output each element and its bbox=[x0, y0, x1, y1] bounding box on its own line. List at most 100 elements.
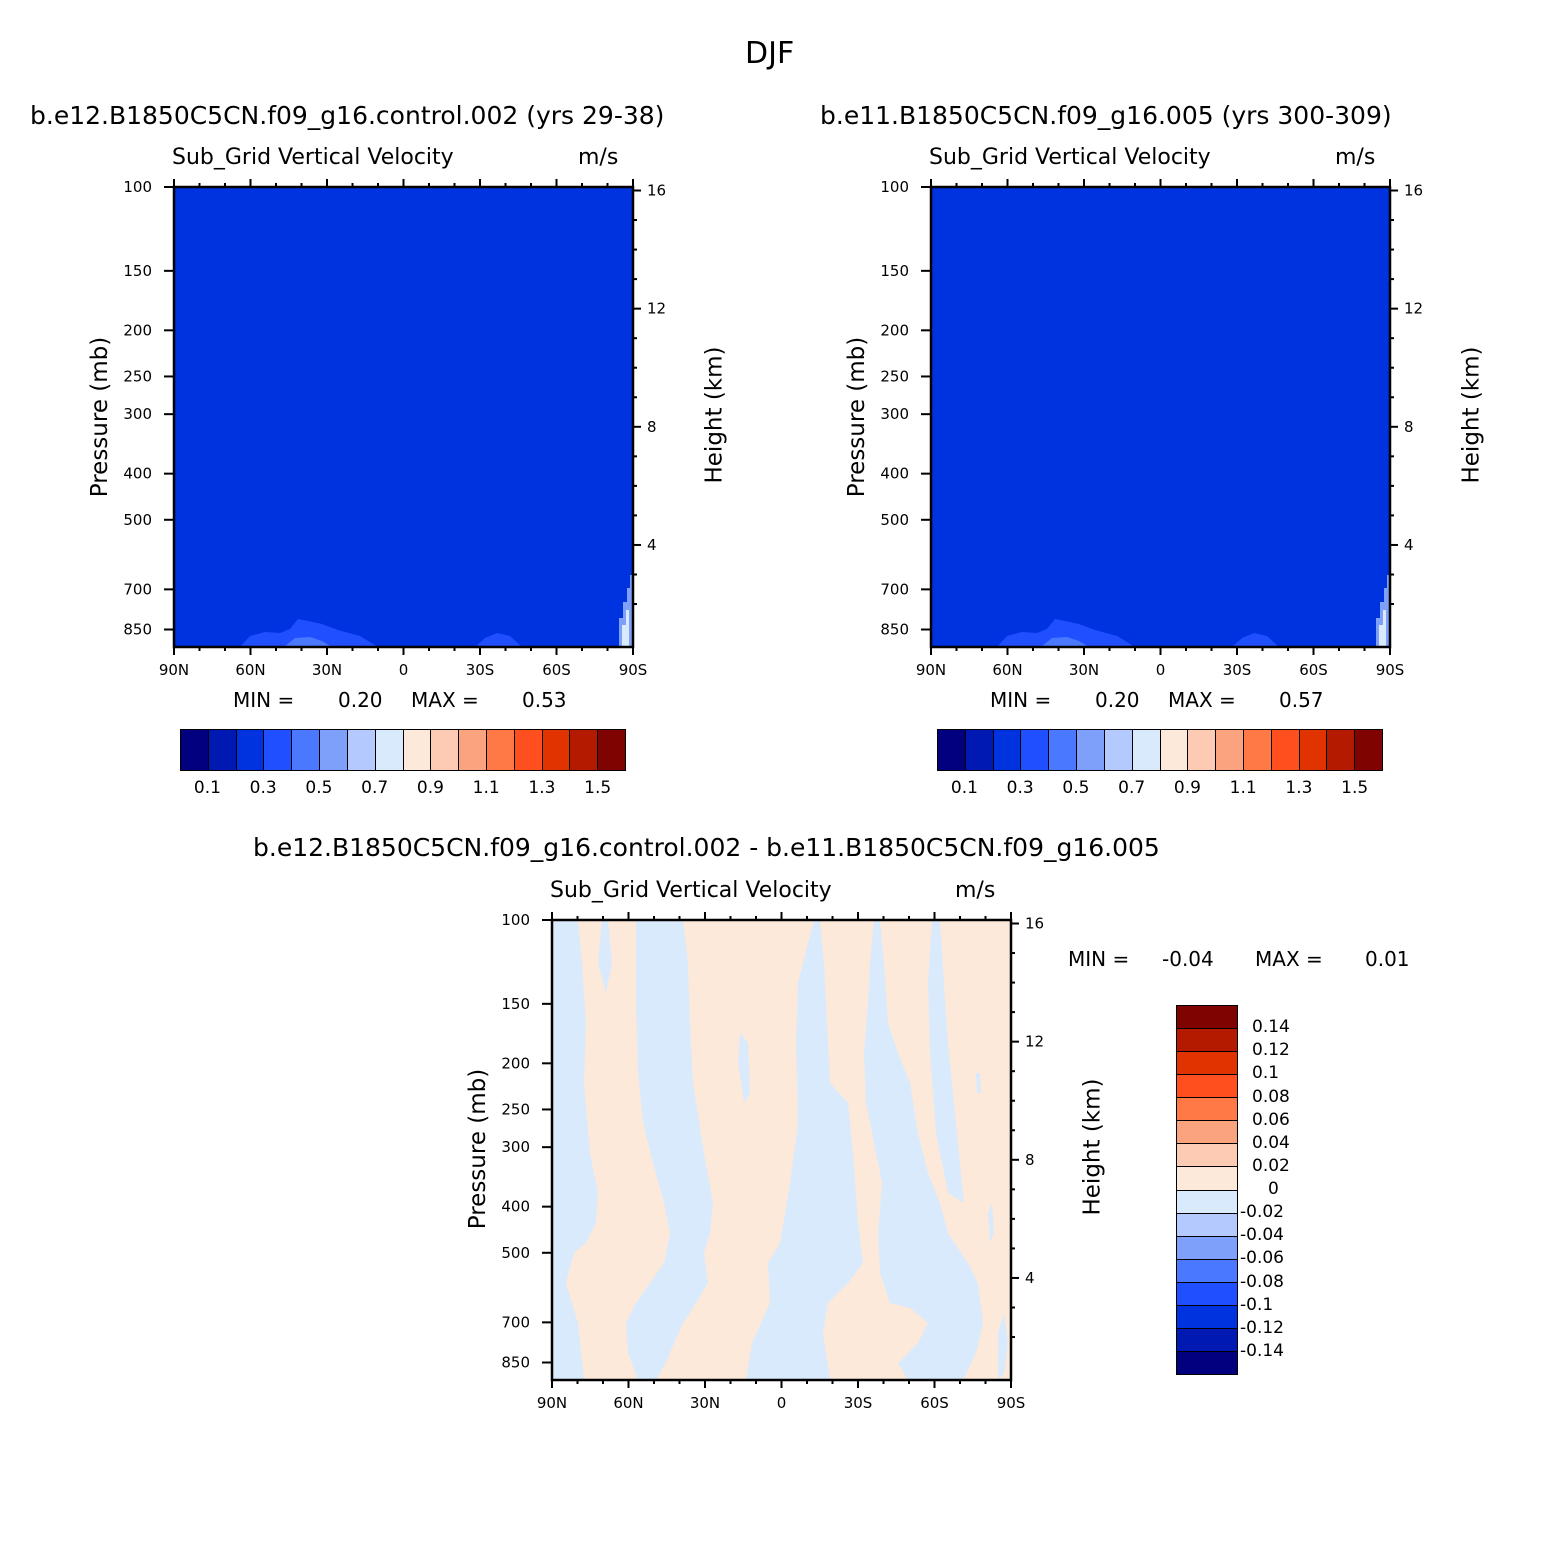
lat-tick-label: 60N bbox=[235, 661, 265, 679]
panel2-ticks bbox=[921, 179, 1398, 655]
panel1-run-title: b.e12.B1850C5CN.f09_g16.control.002 (yrs… bbox=[30, 101, 665, 130]
pressure-tick-label: 200 bbox=[501, 1054, 530, 1072]
colorbar-swatch bbox=[1049, 730, 1078, 770]
panel1-y-label: Pressure (mb) bbox=[87, 336, 114, 498]
height-tick-label: 8 bbox=[647, 418, 657, 436]
panel2-max-label: MAX = bbox=[1168, 688, 1236, 712]
lat-tick-label: 60N bbox=[992, 661, 1022, 679]
panel3-min-label: MIN = bbox=[1068, 947, 1130, 971]
pressure-tick-label: 200 bbox=[880, 321, 909, 339]
panel2-max-value: 0.57 bbox=[1279, 688, 1324, 712]
colorbar-label: 1.3 bbox=[1285, 778, 1313, 798]
colorbar-swatch bbox=[1177, 1120, 1237, 1144]
panel2-run-title: b.e11.B1850C5CN.f09_g16.005 (yrs 300-309… bbox=[820, 101, 1392, 130]
panel1-plot: 90N 60N 30N 0 30S 60S 90S 100 150 200 250 300 400 500… bbox=[123, 178, 666, 679]
height-tick-label: 12 bbox=[1404, 300, 1423, 318]
panel1-max-label: MAX = bbox=[411, 688, 479, 712]
colorbar-label: 0 bbox=[1268, 1179, 1279, 1199]
colorbar-swatch bbox=[459, 730, 487, 770]
colorbar-swatch bbox=[320, 730, 348, 770]
panel3-max-value: 0.01 bbox=[1365, 947, 1410, 971]
pressure-tick-label: 250 bbox=[880, 367, 909, 385]
pressure-tick-label: 100 bbox=[880, 178, 909, 196]
colorbar-swatch bbox=[1355, 730, 1382, 770]
panel2-field-background bbox=[931, 187, 1390, 647]
height-tick-label: 4 bbox=[647, 536, 657, 554]
panel3-negative-region-7 bbox=[928, 920, 964, 1203]
colorbar-label: 0.9 bbox=[1173, 778, 1201, 798]
panel2-units: m/s bbox=[1335, 145, 1376, 170]
lat-tick-label: 90S bbox=[619, 661, 648, 679]
pressure-tick-label: 250 bbox=[501, 1100, 530, 1118]
colorbar-swatch bbox=[1177, 1097, 1237, 1121]
lat-tick-label: 30N bbox=[1069, 661, 1099, 679]
colorbar-swatch bbox=[1177, 1235, 1237, 1259]
colorbar-swatch bbox=[347, 730, 376, 770]
panel1-units: m/s bbox=[578, 145, 619, 170]
panel3-negative-region-2 bbox=[598, 920, 612, 993]
colorbar-swatch bbox=[1177, 1166, 1237, 1190]
panel3-negative-region-3 bbox=[626, 920, 713, 1380]
colorbar-label: 0.5 bbox=[1062, 778, 1090, 798]
colorbar-swatch bbox=[993, 730, 1022, 770]
pressure-tick-label: 100 bbox=[123, 178, 152, 196]
panel2-lowlevel-core-nh bbox=[1041, 637, 1089, 647]
pressure-tick-label: 300 bbox=[123, 405, 152, 423]
panel2-colorbar bbox=[937, 729, 1383, 771]
lat-tick-label: 90N bbox=[159, 661, 189, 679]
panel3-negative-region-10 bbox=[998, 1313, 1008, 1380]
colorbar-swatch bbox=[1160, 730, 1189, 770]
colorbar-swatch bbox=[1299, 730, 1328, 770]
panel2-variable: Sub_Grid Vertical Velocity bbox=[929, 145, 1211, 170]
panel1-lowlevel-maximum-nh bbox=[240, 619, 378, 647]
colorbar-swatch bbox=[965, 730, 994, 770]
panel3-colorbar bbox=[1176, 1005, 1238, 1375]
panel1-min-value: 0.20 bbox=[338, 688, 383, 712]
lat-tick-label: 90N bbox=[916, 661, 946, 679]
pressure-tick-label: 700 bbox=[880, 580, 909, 598]
panel1-lowlevel-maximum-sh bbox=[475, 633, 522, 647]
pressure-tick-label: 150 bbox=[501, 995, 530, 1013]
panel1-lowlevel-core-nh bbox=[284, 637, 332, 647]
panel1-field-background bbox=[174, 187, 633, 647]
colorbar-swatch bbox=[1216, 730, 1244, 770]
panel3-units: m/s bbox=[955, 878, 996, 903]
colorbar-swatch bbox=[1177, 1189, 1237, 1213]
colorbar-label: 0.12 bbox=[1252, 1040, 1290, 1061]
height-tick-label: 4 bbox=[1404, 536, 1414, 554]
colorbar-swatch bbox=[1271, 730, 1300, 770]
height-tick-label: 4 bbox=[1025, 1269, 1035, 1287]
colorbar-label: -0.02 bbox=[1240, 1202, 1284, 1223]
lat-tick-label: 90S bbox=[1376, 661, 1405, 679]
lat-tick-label: 0 bbox=[399, 661, 409, 679]
colorbar-label: 1.3 bbox=[528, 778, 556, 798]
colorbar-swatch bbox=[236, 730, 265, 770]
panel2-min-label: MIN = bbox=[990, 688, 1052, 712]
colorbar-swatch bbox=[570, 730, 599, 770]
colorbar-swatch bbox=[938, 730, 966, 770]
lat-tick-label: 60N bbox=[613, 1394, 643, 1412]
lat-tick-label: 30S bbox=[1223, 661, 1252, 679]
panel2-y-label: Pressure (mb) bbox=[844, 336, 871, 498]
colorbar-label: 0.04 bbox=[1252, 1132, 1290, 1153]
colorbar-swatch bbox=[542, 730, 571, 770]
height-tick-label: 12 bbox=[647, 300, 666, 318]
colorbar-label: 0.9 bbox=[416, 778, 444, 798]
panel1-y2-label: Height (km) bbox=[701, 346, 728, 484]
panel3-negative-region-5 bbox=[746, 920, 863, 1380]
colorbar-label: -0.12 bbox=[1240, 1317, 1284, 1338]
colorbar-swatch bbox=[1177, 1143, 1237, 1167]
lat-tick-label: 90N bbox=[537, 1394, 567, 1412]
colorbar-label: 0.1 bbox=[193, 778, 221, 798]
colorbar-swatch bbox=[1177, 1006, 1237, 1029]
colorbar-swatch bbox=[1104, 730, 1133, 770]
panel2-lowlevel-maximum-sh bbox=[1232, 633, 1279, 647]
pressure-tick-label: 400 bbox=[501, 1198, 530, 1216]
colorbar-swatch bbox=[208, 730, 237, 770]
lat-tick-label: 60S bbox=[1299, 661, 1328, 679]
colorbar-swatch bbox=[1243, 730, 1272, 770]
panel3-run-title: b.e12.B1850C5CN.f09_g16.control.002 - b.… bbox=[253, 833, 1160, 862]
colorbar-swatch bbox=[1177, 1074, 1237, 1098]
pressure-tick-label: 700 bbox=[501, 1313, 530, 1331]
colorbar-label: 1.1 bbox=[472, 778, 500, 798]
